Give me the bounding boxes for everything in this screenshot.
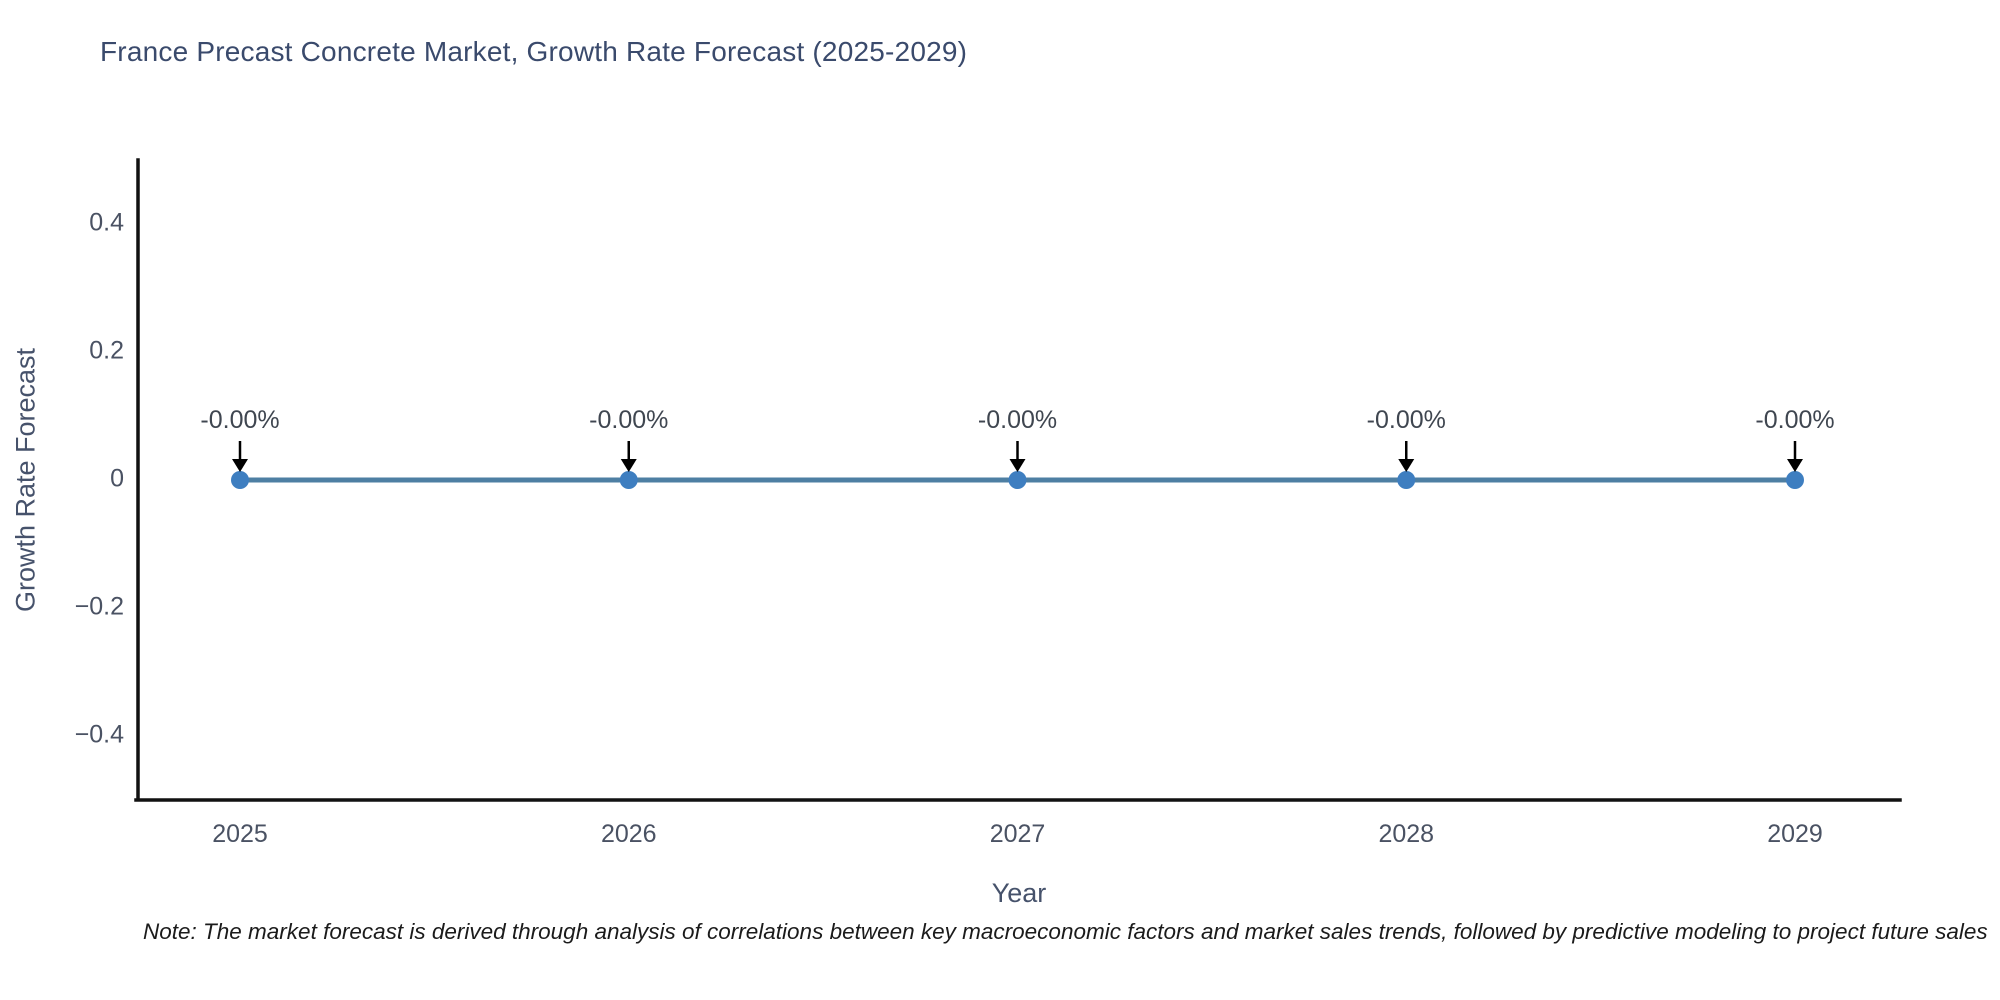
data-point-marker — [231, 471, 249, 489]
x-tick-label: 2028 — [1378, 820, 1434, 848]
annotation-arrow-head — [620, 459, 637, 472]
annotation-label: -0.00% — [589, 406, 668, 434]
x-tick-label: 2027 — [990, 820, 1046, 848]
x-tick-label: 2025 — [212, 820, 268, 848]
data-point-marker — [1786, 471, 1804, 489]
data-point-marker — [619, 471, 638, 489]
y-tick-label: −0.2 — [75, 593, 124, 621]
chart-title: France Precast Concrete Market, Growth R… — [100, 36, 968, 67]
footnote: Note: The market forecast is derived thr… — [143, 919, 1988, 944]
y-tick-label: 0.2 — [89, 337, 124, 365]
axis-spines — [134, 158, 1902, 802]
annotation-label: -0.00% — [978, 406, 1057, 434]
x-axis-title: Year — [991, 878, 1047, 908]
annotation-label: -0.00% — [1367, 406, 1446, 434]
data-point-marker — [1397, 471, 1416, 489]
annotation-arrow-head — [232, 459, 248, 472]
x-tick-label: 2029 — [1767, 820, 1823, 848]
annotation-arrow-head — [1787, 459, 1803, 472]
y-tick-label: 0 — [110, 465, 124, 493]
y-tick-label: 0.4 — [89, 209, 124, 237]
x-tick-label: 2026 — [601, 820, 657, 848]
annotation-label: -0.00% — [1755, 406, 1834, 434]
annotation-arrow-head — [1398, 459, 1415, 472]
annotation-label: -0.00% — [200, 406, 279, 434]
y-tick-label: −0.4 — [75, 721, 124, 749]
annotation-arrow-head — [1009, 459, 1026, 472]
data-point-marker — [1008, 471, 1027, 489]
